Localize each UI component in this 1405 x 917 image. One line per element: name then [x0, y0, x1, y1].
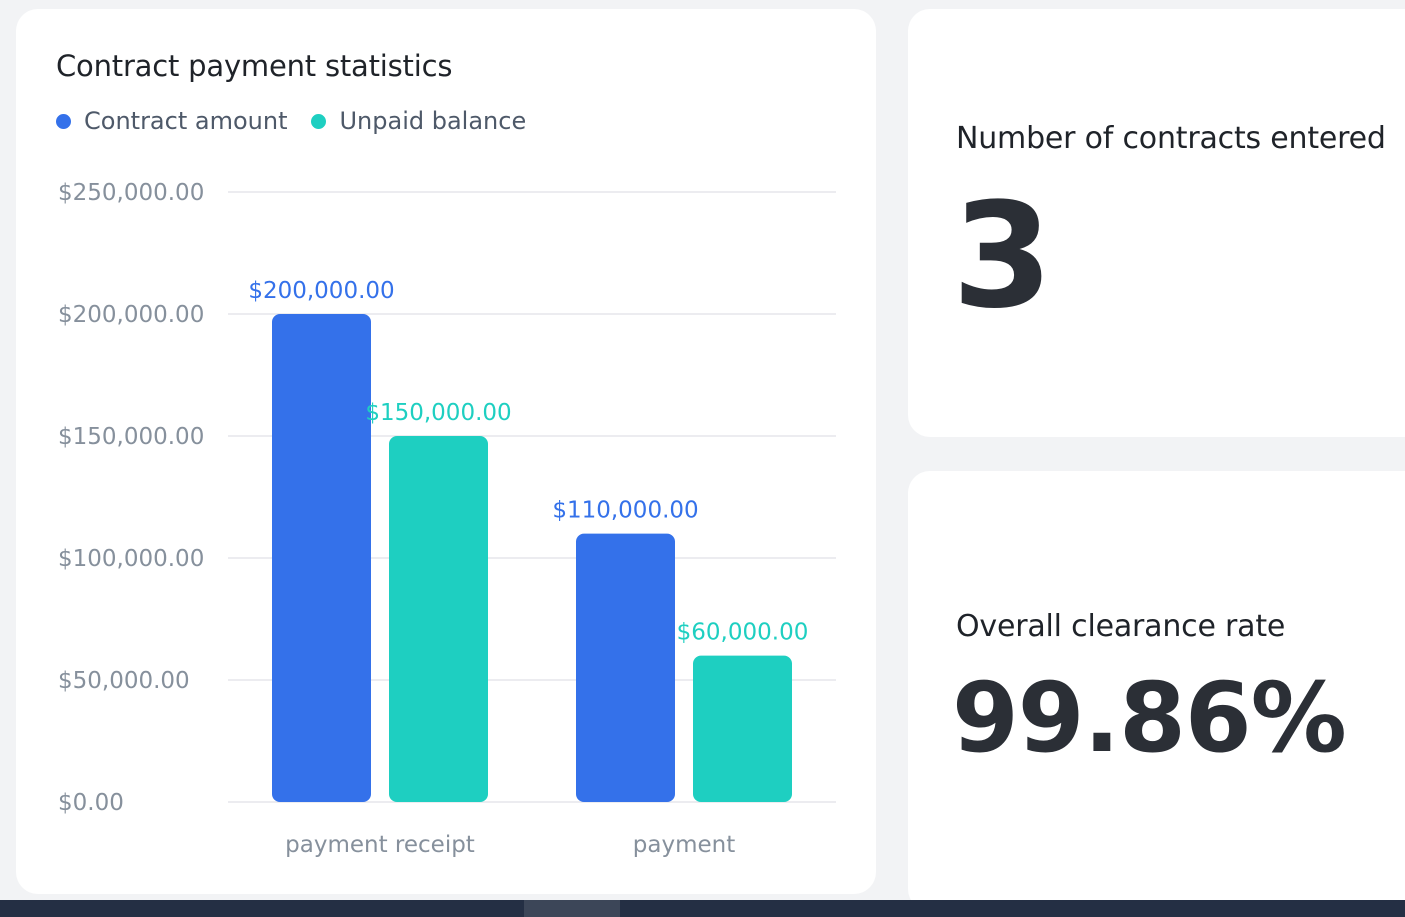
- bar-data-label: $110,000.00: [552, 498, 698, 524]
- contracts-count-card: Number of contracts entered 3: [908, 9, 1405, 437]
- bar-data-label: $60,000.00: [677, 620, 809, 646]
- legend-item-unpaid-balance[interactable]: Unpaid balance: [311, 107, 526, 135]
- clearance-rate-value: 99.86%: [952, 662, 1347, 774]
- y-tick-label: $250,000.00: [58, 180, 204, 206]
- legend-label: Contract amount: [84, 107, 288, 135]
- contract-payment-chart-card: Contract payment statistics Contract amo…: [16, 9, 876, 894]
- clearance-rate-card: Overall clearance rate 99.86%: [908, 471, 1405, 911]
- taskbar-tab[interactable]: [524, 900, 620, 917]
- legend-dot-icon: [56, 113, 71, 129]
- bar-unpaid-balance: [693, 655, 792, 802]
- clearance-rate-label: Overall clearance rate: [956, 609, 1286, 644]
- legend-label: Unpaid balance: [339, 107, 527, 135]
- y-tick-label: $150,000.00: [58, 424, 204, 450]
- bar-contract-amount: [576, 533, 675, 802]
- bar-chart: $0.00 $50,000.00 $100,000.00 $150,000.00 $20…: [58, 180, 836, 858]
- bar-data-label: $200,000.00: [248, 278, 394, 304]
- bar-data-label: $150,000.00: [365, 400, 511, 426]
- x-category-label: payment receipt: [285, 832, 475, 858]
- bottom-taskbar: [0, 900, 1405, 917]
- legend-item-contract-amount[interactable]: Contract amount: [56, 107, 287, 135]
- y-tick-label: $0.00: [58, 790, 124, 816]
- y-tick-label: $200,000.00: [58, 302, 204, 328]
- bar-unpaid-balance: [389, 436, 488, 802]
- contracts-count-label: Number of contracts entered: [956, 121, 1386, 156]
- y-tick-label: $100,000.00: [58, 546, 204, 572]
- bar-contract-amount: [272, 314, 371, 802]
- x-category-label: payment: [633, 832, 735, 858]
- legend-dot-icon: [311, 113, 327, 129]
- chart-legend: Contract amount Unpaid balance: [56, 107, 550, 135]
- chart-title: Contract payment statistics: [56, 49, 453, 83]
- contracts-count-value: 3: [952, 172, 1053, 341]
- y-tick-label: $50,000.00: [58, 668, 190, 694]
